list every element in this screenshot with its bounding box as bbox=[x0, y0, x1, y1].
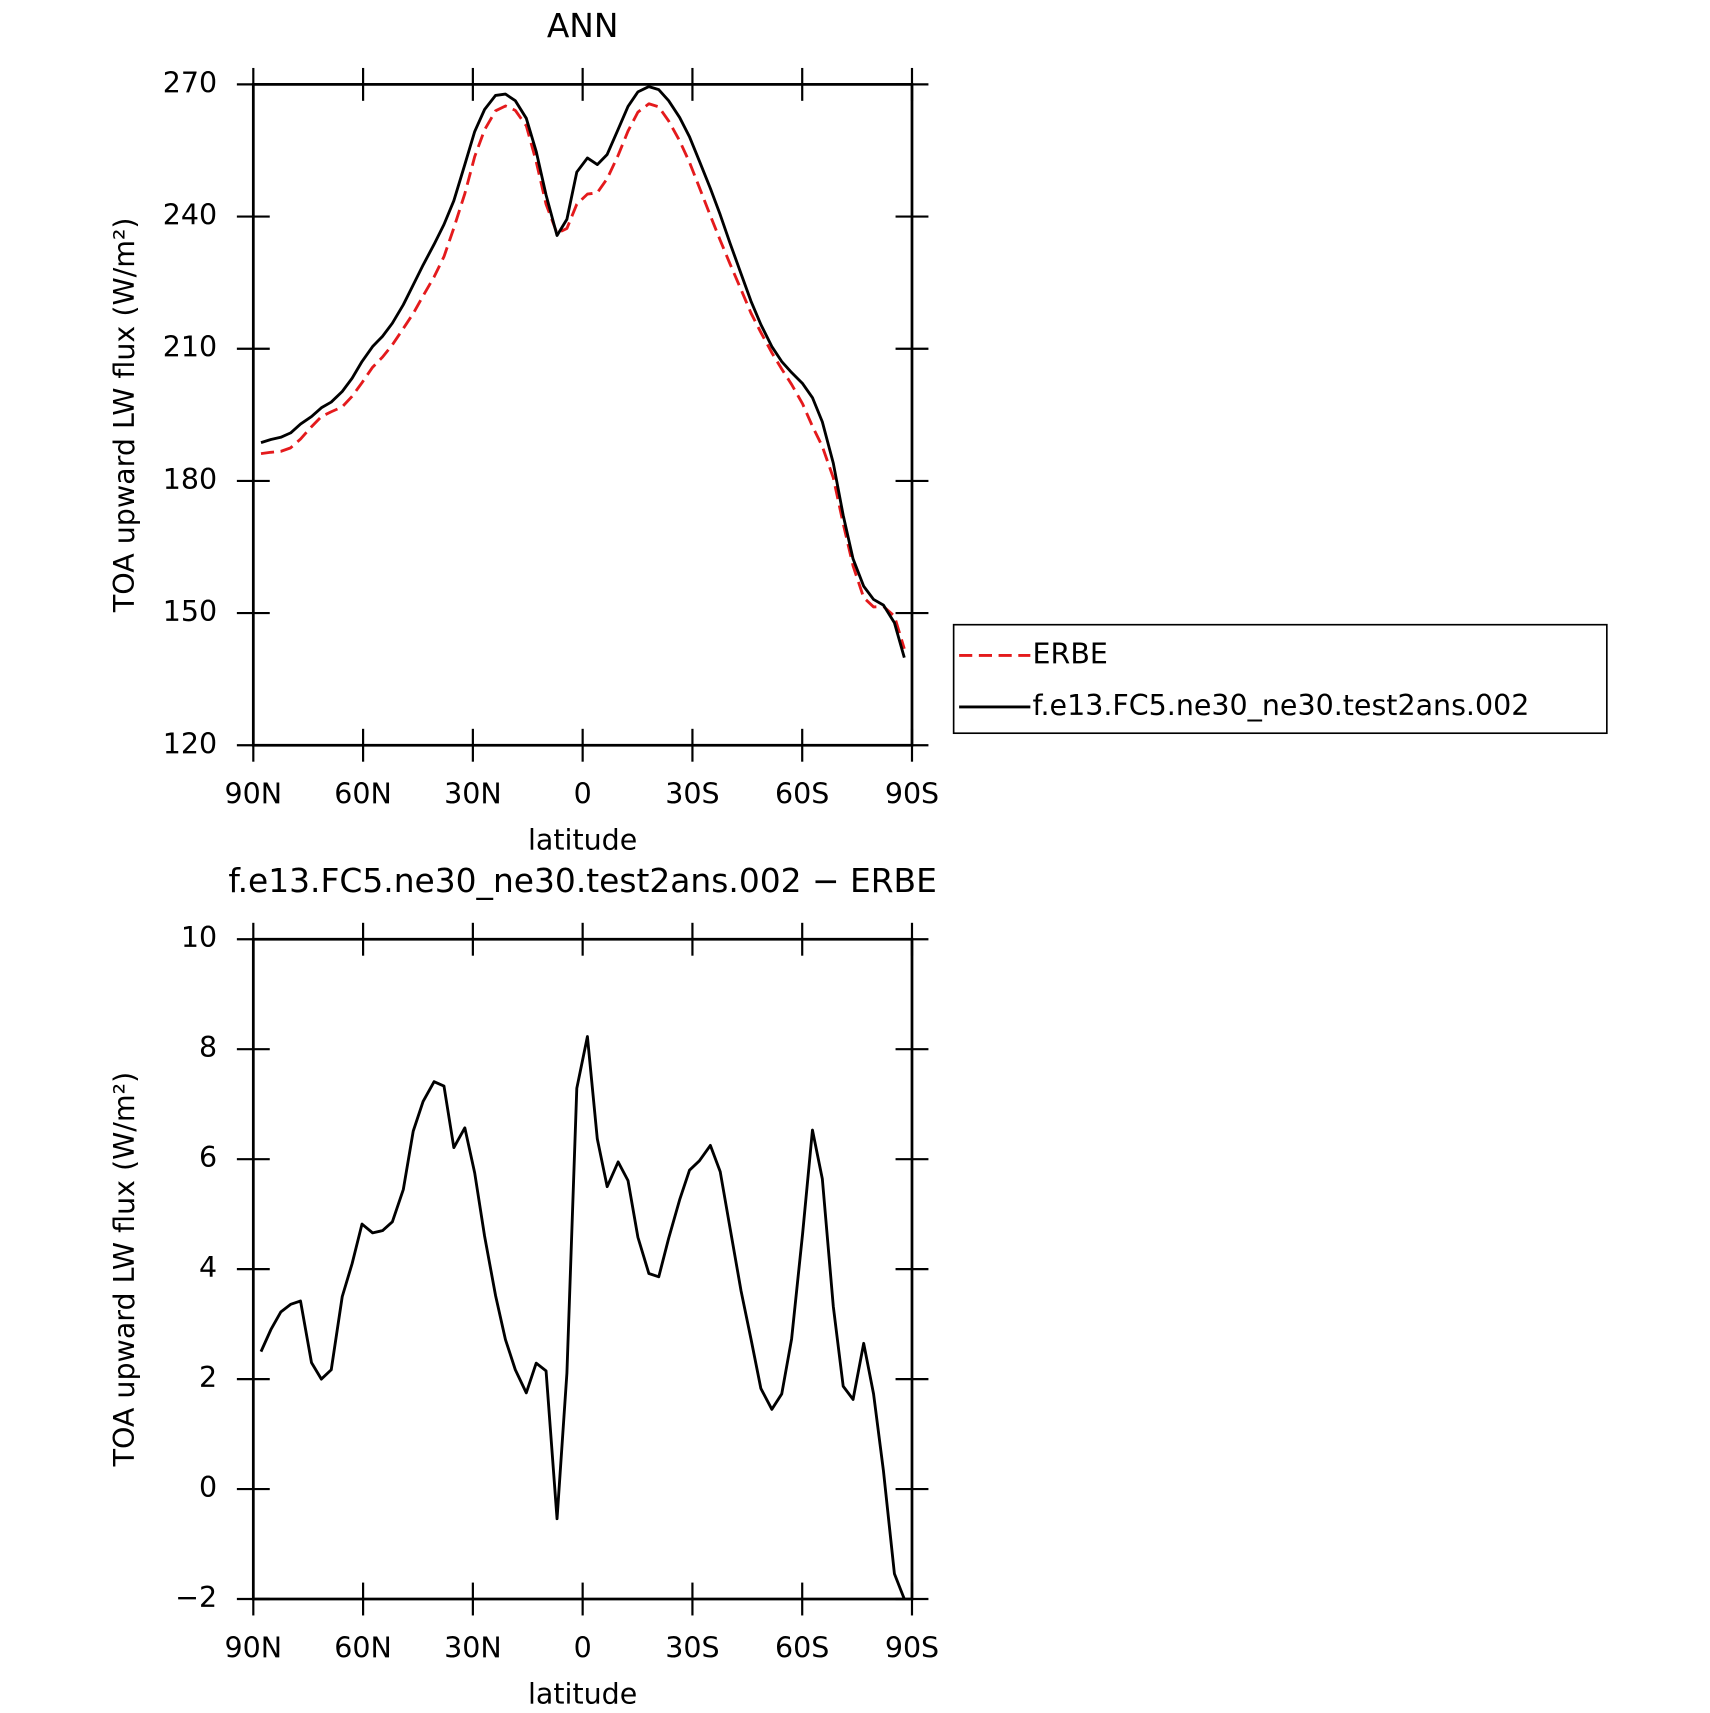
plot-frame bbox=[251, 937, 914, 1601]
legend-box bbox=[952, 623, 1608, 735]
x-tick-label: 90S bbox=[885, 1631, 939, 1664]
y-tick-label: 6 bbox=[199, 1141, 217, 1174]
y-tick-label: 2 bbox=[199, 1361, 217, 1394]
data-line bbox=[260, 85, 906, 658]
y-tick-label: 270 bbox=[163, 66, 217, 99]
y-axis-label: TOA upward LW flux (W/m²) bbox=[108, 218, 141, 614]
y-tick-label: 240 bbox=[163, 199, 217, 232]
y-tick-label: 0 bbox=[199, 1471, 217, 1504]
y-tick-label: 210 bbox=[163, 331, 217, 364]
x-tick-label: 90S bbox=[885, 778, 939, 811]
x-axis-label: latitude bbox=[528, 824, 637, 857]
x-tick-label: 60S bbox=[775, 778, 829, 811]
y-tick-label: −2 bbox=[175, 1581, 217, 1614]
y-axis-label: TOA upward LW flux (W/m²) bbox=[108, 1072, 141, 1468]
x-tick-label: 30S bbox=[665, 778, 719, 811]
legend-label: ERBE bbox=[1033, 637, 1108, 670]
chart-title: ANN bbox=[547, 6, 619, 45]
x-tick-label: 0 bbox=[574, 1631, 592, 1664]
plot-frame bbox=[251, 83, 914, 747]
y-tick-label: 4 bbox=[199, 1251, 217, 1284]
y-tick-label: 180 bbox=[163, 463, 217, 496]
x-tick-label: 30N bbox=[444, 778, 502, 811]
data-line bbox=[259, 1035, 906, 1600]
x-tick-label: 60N bbox=[334, 778, 392, 811]
x-tick-label: 90N bbox=[225, 778, 283, 811]
x-tick-label: 90N bbox=[225, 1631, 283, 1664]
legend-label: f.e13.FC5.ne30_ne30.test2ans.002 bbox=[1033, 689, 1530, 722]
data-line bbox=[260, 102, 906, 650]
y-tick-label: 120 bbox=[163, 727, 217, 760]
y-tick-label: 10 bbox=[181, 921, 217, 954]
y-tick-label: 8 bbox=[199, 1031, 217, 1064]
x-tick-label: 60S bbox=[775, 1631, 829, 1664]
x-tick-label: 60N bbox=[334, 1631, 392, 1664]
x-tick-label: 30S bbox=[665, 1631, 719, 1664]
x-tick-label: 30N bbox=[444, 1631, 502, 1664]
y-tick-label: 150 bbox=[163, 595, 217, 628]
chart-title: f.e13.FC5.ne30_ne30.test2ans.002 − ERBE bbox=[228, 861, 936, 900]
x-tick-label: 0 bbox=[574, 778, 592, 811]
x-axis-label: latitude bbox=[528, 1677, 637, 1710]
